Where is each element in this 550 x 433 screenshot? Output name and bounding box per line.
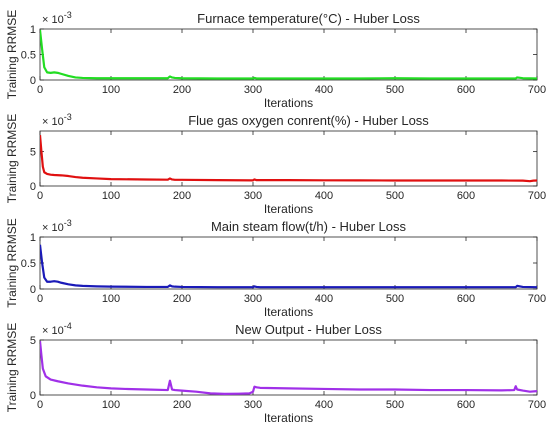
y-tick-label: 1 [30, 232, 36, 244]
x-tick-label: 100 [102, 399, 120, 411]
y-axis-label: Training RRMSE [5, 10, 19, 100]
y-multiplier-base: × 10 [42, 14, 64, 26]
y-tick-label: 0 [30, 284, 36, 296]
x-tick-label: 600 [457, 293, 475, 305]
x-tick-label: 500 [386, 399, 404, 411]
series-line [40, 340, 537, 395]
panel-1: 0 100 200 300 400 500 600 700 0 0.5 1 Furnace tempe… [5, 10, 546, 110]
x-axis-label: Iterations [264, 411, 313, 425]
axes-box [39, 339, 538, 396]
y-multiplier-exp: -3 [64, 218, 72, 228]
x-tick-label: 100 [102, 84, 120, 96]
x-tick-label: 300 [244, 293, 262, 305]
y-multiplier-exp: -3 [64, 112, 72, 122]
x-tick-label: 700 [528, 293, 546, 305]
x-tick-label: 200 [173, 399, 191, 411]
x-tick-label: 200 [173, 293, 191, 305]
y-multiplier: × 10-4 [42, 321, 72, 337]
x-axis-label: Iterations [264, 305, 313, 319]
x-tick-label: 400 [315, 84, 333, 96]
series-line [40, 244, 537, 289]
axes-box [39, 28, 538, 81]
x-tick-label: 300 [244, 399, 262, 411]
panel-title: Main steam flow(t/h) - Huber Loss [211, 219, 407, 234]
panel-title: Furnace temperature(°C) - Huber Loss [197, 11, 420, 26]
x-tick-label: 100 [102, 190, 120, 202]
x-tick-label: 300 [244, 190, 262, 202]
y-multiplier: × 10-3 [42, 112, 72, 128]
x-tick-label: 600 [457, 84, 475, 96]
y-axis-label: Training RRMSE [5, 218, 19, 308]
y-tick-label: 0 [30, 181, 36, 193]
panel-title: New Output - Huber Loss [235, 322, 382, 337]
y-multiplier-base: × 10 [42, 325, 64, 337]
x-tick-label: 100 [102, 293, 120, 305]
x-axis-label: Iterations [264, 96, 313, 110]
y-axis-label: Training RRMSE [5, 114, 19, 204]
y-multiplier-base: × 10 [42, 116, 64, 128]
y-multiplier: × 10-3 [42, 218, 72, 234]
x-tick-label: 700 [528, 399, 546, 411]
x-tick-label: 600 [457, 399, 475, 411]
x-tick-label: 0 [37, 399, 43, 411]
x-tick-label: 0 [37, 190, 43, 202]
x-tick-label: 400 [315, 399, 333, 411]
series-line [40, 29, 537, 80]
x-tick-label: 600 [457, 190, 475, 202]
y-tick-label: 5 [30, 335, 36, 347]
x-tick-label: 400 [315, 293, 333, 305]
panel-2: 0 100 200 300 400 500 600 700 0 5 Flue gas oxygen … [5, 112, 546, 216]
y-multiplier-base: × 10 [42, 222, 64, 234]
x-tick-label: 200 [173, 190, 191, 202]
x-tick-label: 700 [528, 84, 546, 96]
y-tick-label: 5 [30, 147, 36, 159]
y-multiplier-exp: -3 [64, 10, 72, 20]
y-tick-label: 0 [30, 390, 36, 402]
y-multiplier-exp: -4 [64, 321, 72, 331]
axes-box [39, 130, 538, 187]
x-tick-label: 300 [244, 84, 262, 96]
x-tick-label: 400 [315, 190, 333, 202]
y-tick-label: 0 [30, 75, 36, 87]
y-tick-label: 0.5 [21, 50, 36, 62]
series-line [40, 135, 537, 183]
panel-title: Flue gas oxygen conrent(%) - Huber Loss [188, 113, 429, 128]
x-tick-label: 500 [386, 190, 404, 202]
y-multiplier: × 10-3 [42, 10, 72, 26]
x-tick-label: 200 [173, 84, 191, 96]
panel-4: 0 100 200 300 400 500 600 700 0 5 New Output - Hub… [5, 321, 546, 425]
y-tick-label: 0.5 [21, 258, 36, 270]
y-axis-label: Training RRMSE [5, 323, 19, 413]
x-tick-label: 0 [37, 293, 43, 305]
panel-3: 0 100 200 300 400 500 600 700 0 0.5 1 Main steam fl… [5, 218, 546, 319]
x-tick-label: 700 [528, 190, 546, 202]
x-tick-label: 500 [386, 84, 404, 96]
y-tick-label: 1 [30, 24, 36, 36]
x-tick-label: 0 [37, 84, 43, 96]
x-tick-label: 500 [386, 293, 404, 305]
x-axis-label: Iterations [264, 202, 313, 216]
axes-box [39, 236, 538, 290]
